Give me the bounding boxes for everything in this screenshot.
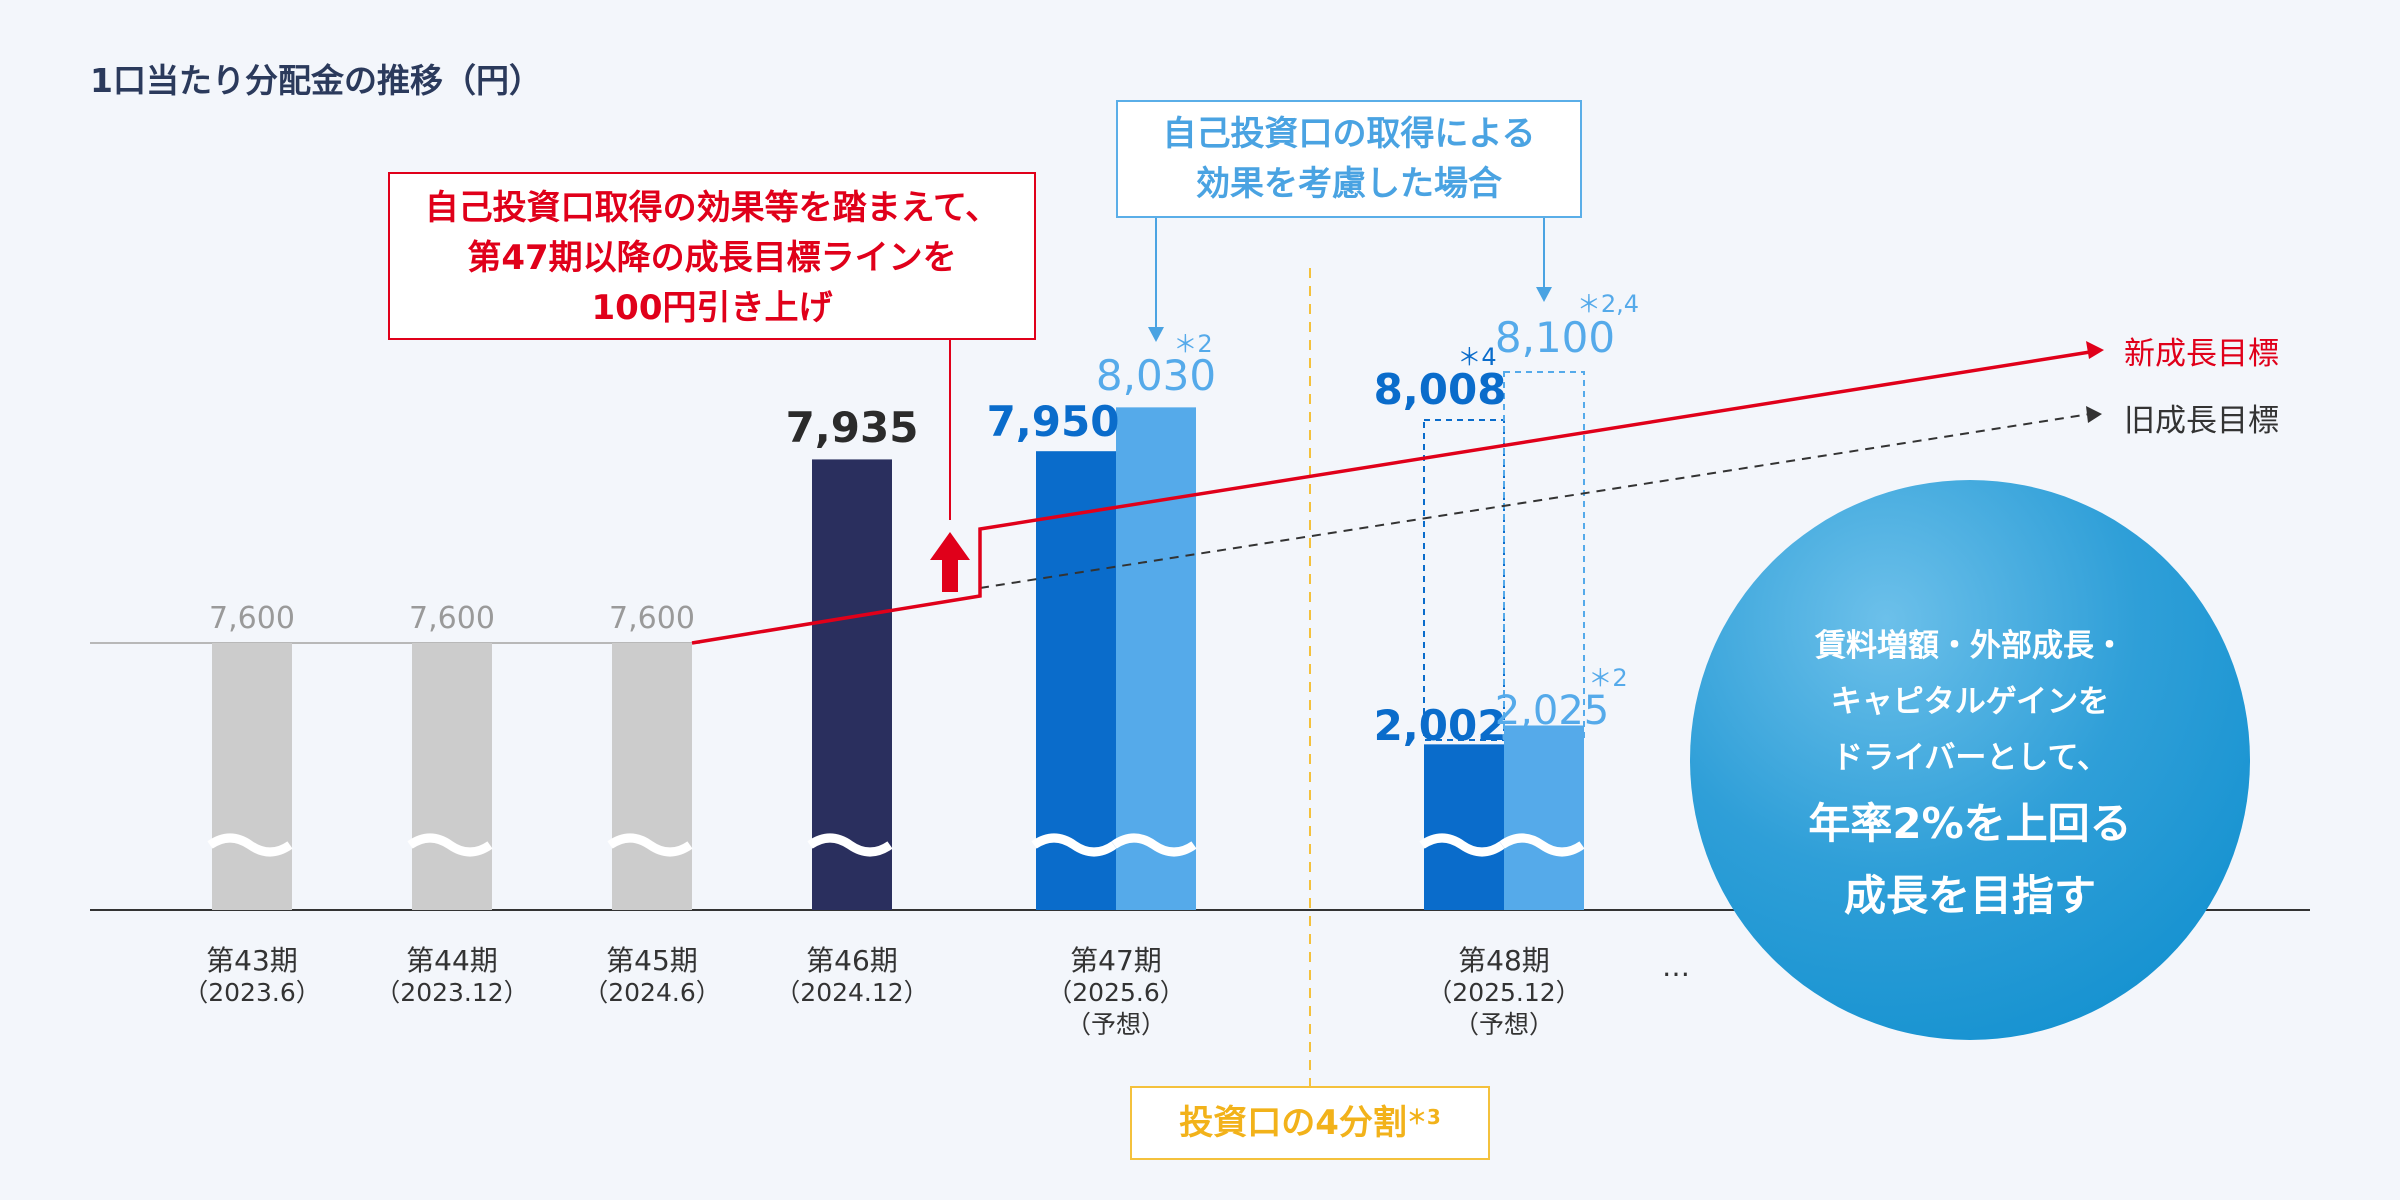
pre-split-label-1: 8,100	[1495, 313, 1615, 362]
x-label-date: （2024.6）	[583, 978, 721, 1007]
x-label-4: 第47期 （2025.6） （予想）	[1006, 945, 1226, 1041]
x-label-date: （2023.12）	[375, 978, 529, 1007]
bar-5	[1116, 407, 1196, 910]
bar-6	[1424, 744, 1504, 910]
growth-goal-circle: 賃料増額・外部成長・ キャピタルゲインを ドライバーとして、 年率2%を上回る …	[1690, 480, 2250, 1040]
circle-line-1: 賃料増額・外部成長・	[1815, 628, 2125, 664]
x-label-period: 第43期	[206, 944, 298, 977]
bar-value-label-4: 7,950	[987, 397, 1120, 446]
axis-break-mark-6	[1419, 833, 1505, 857]
axis-break-mark-0	[207, 833, 293, 857]
axis-break-mark-7	[1499, 833, 1585, 857]
growth-callout-line-3: 100円引き上げ	[591, 288, 833, 328]
x-label-period: 第46期	[806, 944, 898, 977]
x-label-period: 第45期	[606, 944, 698, 977]
x-label-date: （2025.6）	[1047, 978, 1185, 1007]
bar-0	[212, 643, 292, 910]
unit-split-label: 投資口の4分割	[1179, 1103, 1407, 1143]
bar-value-label-2: 7,600	[609, 601, 695, 636]
axis-break-mark-5	[1111, 833, 1197, 857]
growth-callout-line-1: 自己投資口取得の効果等を踏まえて、	[424, 188, 1000, 228]
old-target-line	[979, 413, 2091, 589]
x-label-5: 第48期 （2025.12） （予想）	[1394, 945, 1614, 1041]
x-label-period: 第44期	[406, 944, 498, 977]
unit-split-callout: 投資口の4分割＊3	[1130, 1086, 1490, 1160]
bar-value-label-0: 7,600	[209, 601, 295, 636]
x-label-date: （2024.12）	[775, 978, 929, 1007]
x-ellipsis: …	[1662, 950, 1690, 983]
x-label-note: （予想）	[1453, 1010, 1554, 1039]
buyback-callout-line-1: 自己投資口の取得による	[1162, 114, 1536, 154]
chart-title: 1口当たり分配金の推移（円）	[90, 61, 542, 100]
circle-line-3: ドライバーとして、	[1832, 740, 2108, 776]
x-label-period: 第48期	[1458, 944, 1550, 977]
new-target-arrowhead	[2086, 341, 2104, 359]
bar-value-label-6: 2,002	[1374, 701, 1507, 750]
step-up-arrow	[930, 532, 970, 592]
pre-split-outline-0	[1423, 419, 1505, 741]
pre-split-note-1: ＊2,4	[1577, 290, 1639, 318]
x-label-note: （予想）	[1065, 1010, 1166, 1039]
bar-4	[1036, 451, 1116, 910]
bar-note-5: ＊2	[1173, 330, 1212, 358]
x-label-1: 第44期 （2023.12）	[342, 945, 562, 1009]
circle-line-5: 成長を目指す	[1843, 871, 2096, 920]
bar-2	[612, 643, 692, 910]
pre-split-outline-1	[1503, 371, 1585, 741]
buyback-callout-line-2: 効果を考慮した場合	[1196, 164, 1502, 204]
bar-7	[1504, 725, 1584, 910]
bar-1	[412, 643, 492, 910]
axis-break-mark-4	[1031, 833, 1117, 857]
circle-line-4: 年率2%を上回る	[1808, 799, 2132, 848]
growth-target-callout: 自己投資口取得の効果等を踏まえて、 第47期以降の成長目標ラインを 100円引き…	[388, 172, 1036, 340]
bar-value-label-1: 7,600	[409, 601, 495, 636]
unit-split-note: ＊3	[1406, 1105, 1441, 1129]
pre-split-note-0: ＊4	[1457, 343, 1496, 371]
x-label-period: 第47期	[1070, 944, 1162, 977]
bar-value-label-3: 7,935	[786, 403, 919, 452]
growth-callout-line-2: 第47期以降の成長目標ラインを	[467, 238, 957, 278]
x-label-3: 第46期 （2024.12）	[742, 945, 962, 1009]
blue-arrow-right	[1536, 287, 1552, 302]
legend-old-target: 旧成長目標	[2124, 403, 2279, 439]
bar-note-7: ＊2	[1588, 664, 1627, 692]
x-label-0: 第43期 （2023.6）	[142, 945, 362, 1009]
bar-value-label-7: 2,025	[1495, 688, 1610, 734]
pre-split-label-0: 8,008	[1374, 365, 1507, 414]
buyback-effect-callout: 自己投資口の取得による 効果を考慮した場合	[1116, 100, 1582, 218]
x-label-date: （2023.6）	[183, 978, 321, 1007]
axis-break-mark-1	[407, 833, 493, 857]
old-target-arrowhead	[2086, 406, 2102, 423]
blue-arrow-left	[1148, 327, 1164, 342]
new-target-line	[691, 350, 2091, 645]
legend-new-target: 新成長目標	[2124, 336, 2279, 372]
circle-line-2: キャピタルゲインを	[1830, 684, 2110, 720]
x-label-date: （2025.12）	[1427, 978, 1581, 1007]
x-label-2: 第45期 （2024.6）	[542, 945, 762, 1009]
bar-value-label-5: 8,030	[1096, 351, 1216, 400]
axis-break-mark-2	[607, 833, 693, 857]
axis-break-mark-3	[807, 833, 893, 857]
